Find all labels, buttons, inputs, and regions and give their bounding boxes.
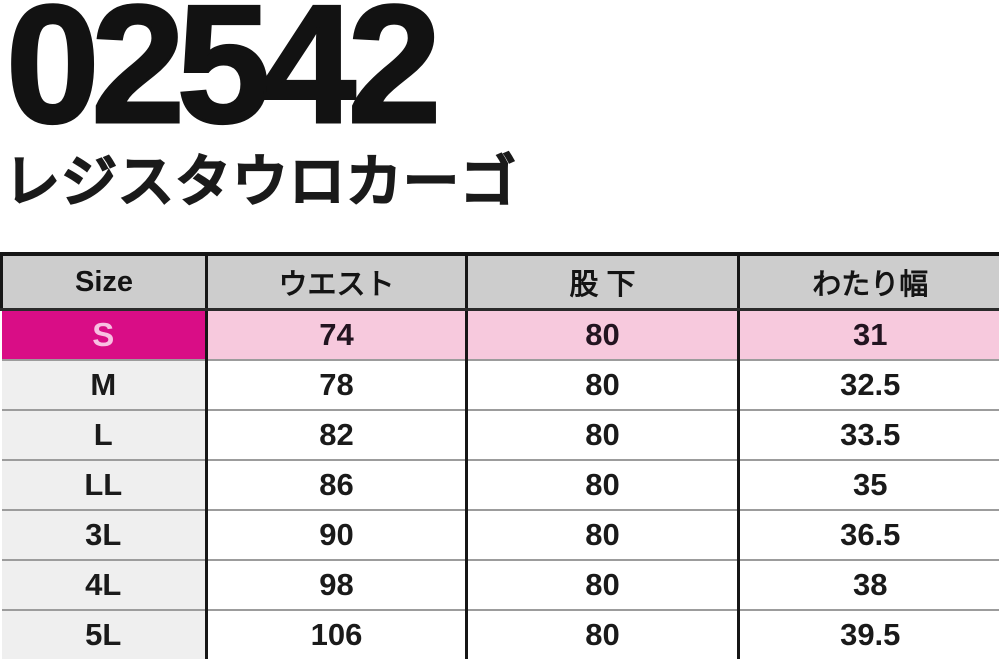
- size-cell: L: [1, 410, 207, 461]
- inseam-cell: 80: [465, 510, 739, 561]
- thigh-width-cell: 39.5: [737, 610, 999, 659]
- inseam-cell: 80: [465, 360, 739, 411]
- column-header-inseam: 股 下: [465, 254, 739, 311]
- inseam-cell: 80: [465, 560, 739, 611]
- table-row-3l: 3L 90 80 36.5: [1, 510, 999, 561]
- waist-cell: 86: [205, 460, 467, 511]
- table-row-ll: LL 86 80 35: [1, 460, 999, 511]
- table-row-s: S 74 80 31: [1, 309, 999, 361]
- thigh-width-cell: 32.5: [737, 360, 999, 411]
- thigh-width-cell: 38: [737, 560, 999, 611]
- size-cell: S: [1, 309, 207, 361]
- size-chart-table: Size ウエスト 股 下 わたり幅 S 74 80 31 M 78 80 32…: [0, 252, 999, 659]
- product-name-subtitle: レジスタウロカーゴ: [3, 149, 517, 214]
- size-cell: 4L: [1, 560, 207, 611]
- size-cell: LL: [1, 460, 207, 511]
- product-code-title: 02542: [4, 0, 442, 158]
- waist-cell: 78: [205, 360, 467, 411]
- inseam-cell: 80: [465, 410, 739, 461]
- column-header-waist: ウエスト: [205, 254, 467, 311]
- inseam-cell: 80: [465, 309, 739, 361]
- size-cell: 3L: [1, 510, 207, 561]
- thigh-width-cell: 33.5: [737, 410, 999, 461]
- table-row-l: L 82 80 33.5: [1, 410, 999, 461]
- waist-cell: 106: [205, 610, 467, 659]
- size-cell: 5L: [1, 610, 207, 659]
- size-cell: M: [1, 360, 207, 411]
- table-row-m: M 78 80 32.5: [1, 360, 999, 411]
- table-row-4l: 4L 98 80 38: [1, 560, 999, 611]
- inseam-cell: 80: [465, 460, 739, 511]
- table-row-5l: 5L 106 80 39.5: [1, 610, 999, 659]
- waist-cell: 82: [205, 410, 467, 461]
- column-header-thigh-width: わたり幅: [737, 254, 999, 311]
- column-header-size: Size: [0, 254, 207, 311]
- waist-cell: 98: [205, 560, 467, 611]
- thigh-width-cell: 36.5: [737, 510, 999, 561]
- thigh-width-cell: 31: [737, 309, 999, 361]
- header-row: Size ウエスト 股 下 わたり幅: [0, 254, 999, 311]
- waist-cell: 74: [205, 309, 467, 361]
- inseam-cell: 80: [465, 610, 739, 659]
- waist-cell: 90: [205, 510, 467, 561]
- thigh-width-cell: 35: [737, 460, 999, 511]
